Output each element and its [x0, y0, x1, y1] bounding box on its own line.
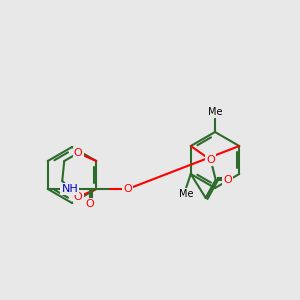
Text: O: O [206, 155, 215, 165]
Text: O: O [74, 192, 82, 202]
Text: O: O [74, 148, 82, 158]
Text: Me: Me [208, 107, 222, 117]
Text: O: O [224, 175, 232, 185]
Text: Me: Me [178, 189, 193, 199]
Text: NH: NH [61, 184, 78, 194]
Text: O: O [123, 184, 132, 194]
Text: O: O [85, 199, 94, 209]
